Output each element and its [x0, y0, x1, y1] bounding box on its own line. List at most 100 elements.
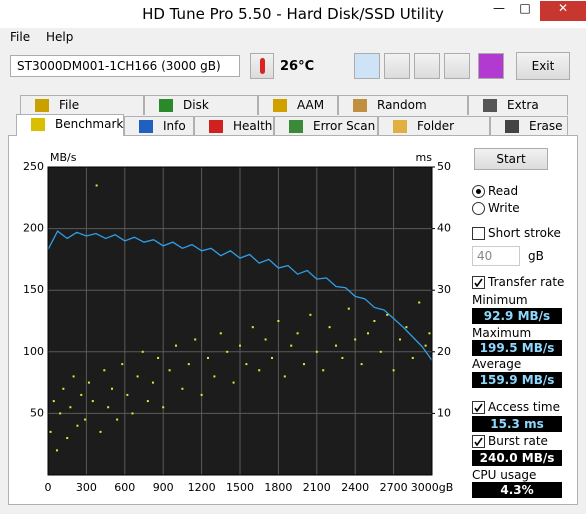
access-time-dot [354, 338, 357, 341]
access-time-dot [168, 369, 171, 372]
y2-tick-label: 30 [437, 283, 451, 296]
access-time-dot [328, 326, 331, 329]
access-time-dot [207, 356, 209, 359]
x-tick-label: 0 [45, 481, 52, 494]
tab[interactable]: Erase [490, 116, 568, 136]
access-time-dot [418, 301, 421, 304]
tab[interactable]: Random Access [338, 95, 468, 130]
y-tick-label: 100 [23, 345, 44, 358]
access-time-dot [84, 418, 87, 421]
drive-select[interactable]: ST3000DM001-1CH166 (3000 gB) [10, 55, 240, 77]
x-tick-label: 1800 [264, 481, 292, 494]
start-button[interactable]: Start [474, 148, 548, 170]
tab-label: Info [163, 119, 186, 133]
exit-button[interactable]: Exit [516, 52, 570, 80]
x-tick-label: 900 [153, 481, 174, 494]
access-time-dot [151, 381, 154, 384]
access-time-dot [52, 400, 55, 403]
transfer-rate-label: Transfer rate [488, 275, 565, 289]
access-time-dot [59, 412, 62, 415]
short-stroke-value: 40 [477, 249, 493, 263]
tab[interactable]: File Benchmark [20, 95, 144, 130]
access-time-dot [373, 320, 376, 322]
access-time-dot [72, 375, 75, 378]
access-time-dot [80, 393, 83, 396]
tab[interactable]: Folder Usage [378, 116, 490, 151]
temperature-icon [250, 53, 274, 79]
access-time-dot [245, 363, 248, 366]
minimize[interactable]: — [493, 1, 505, 15]
radio-write[interactable] [472, 202, 485, 215]
radio-read[interactable] [472, 185, 485, 198]
transfer-rate-checkbox[interactable] [472, 276, 485, 289]
x-tick-label: 2400 [341, 481, 369, 494]
short-stroke-input[interactable]: 40 [472, 246, 520, 266]
y-axis-label: MB/s [50, 151, 77, 164]
access-time-value: 15.3 ms [472, 416, 562, 432]
minimum-label: Minimum [472, 293, 528, 307]
y2-tick-label: 40 [437, 222, 451, 235]
x-tick-label: 1200 [188, 481, 216, 494]
access-time-dot [103, 369, 106, 372]
access-time-dot [347, 307, 350, 310]
access-time-dot [424, 344, 427, 347]
y2-tick-label: 10 [437, 406, 451, 419]
access-time-dot [239, 344, 241, 347]
access-time-dot [303, 363, 305, 366]
access-time-dot [411, 356, 414, 359]
copy-all-button[interactable] [384, 53, 410, 79]
close[interactable]: ✕ [540, 1, 586, 21]
access-time-dot [146, 400, 149, 403]
access-time-dot [131, 412, 134, 415]
access-time-dot [258, 369, 261, 372]
menu-help[interactable]: Help [46, 30, 74, 44]
access-time-dot [157, 356, 160, 359]
access-time-dot [392, 369, 395, 372]
access-time-dot [99, 430, 102, 433]
access-time-dot [55, 449, 58, 452]
access-time-dot [111, 387, 113, 390]
access-time-checkbox[interactable] [472, 401, 485, 414]
read-label: Read [488, 184, 519, 198]
access-time-dot [271, 356, 273, 359]
screenshot-button[interactable] [414, 53, 440, 79]
tab[interactable]: Disk monitor [144, 95, 258, 130]
access-time-dot [277, 320, 280, 322]
tab[interactable]: AAM [258, 95, 338, 115]
access-time-dot [69, 406, 72, 409]
tab[interactable]: Health [194, 116, 274, 136]
tab-active[interactable]: Benchmark [16, 114, 124, 136]
access-time-dot [181, 387, 184, 390]
access-time-dot [399, 338, 401, 341]
window-title: HD Tune Pro 5.50 - Hard Disk/SSD Utility [142, 5, 444, 23]
tab[interactable]: Info [124, 116, 194, 136]
update-button[interactable] [478, 53, 504, 79]
options-button[interactable] [444, 53, 470, 79]
plot-border [47, 166, 433, 476]
access-time-dot [405, 326, 408, 329]
short-stroke-label: Short stroke [488, 226, 561, 240]
chart: MB/s ms 0 300 600 900 1200 1500 1800 2100 2400 27… [23, 151, 453, 494]
tab-label: Benchmark [55, 117, 124, 131]
tab[interactable]: Error Scan [274, 116, 378, 136]
access-time-dot [296, 332, 299, 335]
burst-rate-label: Burst rate [488, 434, 548, 448]
x-tick-label: 1500 [226, 481, 254, 494]
x-tick-label: 300 [76, 481, 97, 494]
tab[interactable]: Extra tests [468, 95, 568, 130]
short-stroke-unit: gB [528, 249, 544, 263]
access-time-dot [335, 344, 337, 347]
write-label: Write [488, 201, 520, 215]
burst-rate-checkbox[interactable] [472, 435, 485, 448]
y2-tick-label: 50 [437, 160, 451, 173]
menu-file[interactable]: File [10, 30, 31, 44]
tab-label: Error Scan [313, 119, 376, 133]
maximize[interactable]: □ [519, 1, 531, 15]
short-stroke-checkbox[interactable] [472, 227, 485, 240]
access-time-dot [107, 406, 110, 409]
cpu-usage-label: CPU usage [472, 468, 537, 482]
copy-button[interactable] [354, 53, 380, 79]
transfer-rate-line [47, 230, 433, 361]
access-time-dot [386, 313, 389, 316]
drive-name: ST3000DM001-1CH166 (3000 gB) [17, 59, 221, 73]
